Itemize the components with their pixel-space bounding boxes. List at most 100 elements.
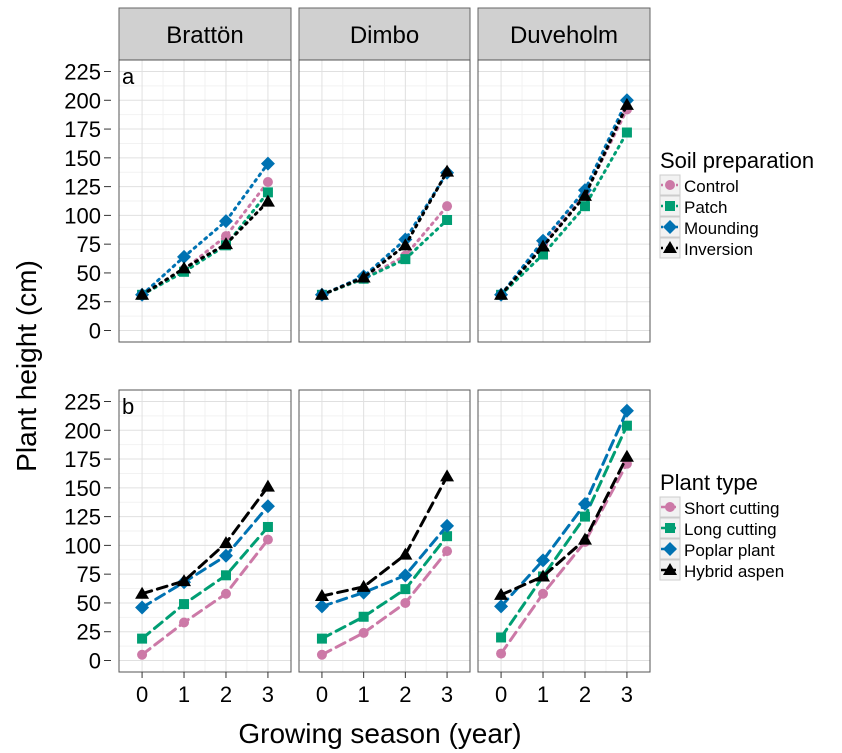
data-point bbox=[137, 633, 148, 644]
data-point bbox=[579, 201, 590, 212]
y-tick-label: 50 bbox=[77, 591, 101, 616]
data-point bbox=[400, 254, 411, 265]
data-point bbox=[358, 611, 369, 622]
data-point bbox=[218, 237, 233, 250]
series-line bbox=[320, 170, 449, 297]
legend-label: Hybrid aspen bbox=[684, 562, 784, 581]
data-point bbox=[619, 403, 634, 418]
series-line bbox=[499, 424, 629, 639]
y-tick-label: 50 bbox=[77, 261, 101, 286]
data-point bbox=[536, 553, 551, 568]
series-line bbox=[499, 103, 629, 297]
data-point bbox=[260, 479, 275, 492]
y-tick-label: 25 bbox=[77, 620, 101, 645]
series-line bbox=[320, 534, 449, 641]
legend-label: Patch bbox=[684, 198, 727, 217]
data-point bbox=[260, 156, 275, 171]
series-line bbox=[140, 180, 270, 297]
data-point bbox=[538, 588, 549, 599]
data-point bbox=[356, 579, 371, 592]
data-point bbox=[400, 597, 411, 608]
legend-label: Long cutting bbox=[684, 520, 777, 539]
x-tick-label: 3 bbox=[621, 682, 633, 707]
x-tick-label: 2 bbox=[399, 682, 411, 707]
data-point bbox=[440, 469, 455, 482]
series-line bbox=[499, 98, 629, 297]
data-point bbox=[314, 589, 329, 602]
data-point bbox=[218, 536, 233, 549]
data-point bbox=[579, 511, 590, 522]
panel bbox=[477, 389, 651, 673]
data-point bbox=[619, 97, 634, 110]
data-point bbox=[398, 547, 413, 560]
series-line bbox=[499, 462, 629, 656]
legend-label: Inversion bbox=[684, 240, 753, 259]
y-tick-label: 225 bbox=[64, 390, 101, 415]
data-point bbox=[262, 187, 273, 198]
data-point bbox=[137, 649, 148, 660]
panel bbox=[477, 59, 651, 343]
y-tick-label: 75 bbox=[77, 562, 101, 587]
y-tick-label: 100 bbox=[64, 533, 101, 558]
y-tick-label: 125 bbox=[64, 505, 101, 530]
legend-marker bbox=[665, 180, 675, 190]
data-point bbox=[494, 587, 509, 600]
series-line bbox=[140, 190, 270, 297]
x-tick-label: 3 bbox=[441, 682, 453, 707]
facet-strip-label: Brattön bbox=[166, 22, 243, 49]
data-point bbox=[494, 599, 509, 614]
facet-strip bbox=[298, 7, 471, 61]
data-point bbox=[220, 570, 231, 581]
data-point bbox=[496, 648, 507, 659]
x-tick-label: 0 bbox=[316, 682, 328, 707]
data-point bbox=[577, 496, 592, 511]
y-tick-label: 200 bbox=[64, 418, 101, 443]
legend-label: Control bbox=[684, 177, 739, 196]
panel-label: a bbox=[122, 64, 135, 89]
panel bbox=[118, 389, 292, 673]
legend-label: Poplar plant bbox=[684, 541, 775, 560]
series-line bbox=[140, 200, 270, 297]
data-point bbox=[621, 127, 632, 138]
series-line bbox=[499, 455, 629, 597]
data-point bbox=[577, 188, 592, 201]
y-tick-label: 125 bbox=[64, 175, 101, 200]
legend-marker bbox=[663, 542, 677, 556]
data-point bbox=[177, 249, 192, 264]
y-axis-title: Plant height (cm) bbox=[11, 260, 42, 472]
panel-border bbox=[118, 59, 292, 343]
series-line bbox=[140, 538, 270, 657]
y-tick-label: 75 bbox=[77, 232, 101, 257]
legend-label: Mounding bbox=[684, 219, 759, 238]
data-point bbox=[400, 584, 411, 595]
data-point bbox=[619, 449, 634, 462]
data-point bbox=[494, 287, 509, 300]
x-tick-label: 2 bbox=[579, 682, 591, 707]
data-point bbox=[262, 177, 273, 188]
x-tick-label: 1 bbox=[358, 682, 370, 707]
y-tick-label: 225 bbox=[64, 60, 101, 85]
data-point bbox=[314, 287, 329, 300]
y-tick-label: 100 bbox=[64, 203, 101, 228]
data-point bbox=[260, 194, 275, 207]
x-tick-label: 1 bbox=[178, 682, 190, 707]
data-point bbox=[135, 600, 150, 615]
data-point bbox=[442, 546, 453, 557]
data-point bbox=[135, 586, 150, 599]
data-point bbox=[218, 214, 233, 229]
legend-marker bbox=[663, 563, 677, 575]
y-tick-label: 175 bbox=[64, 117, 101, 142]
legend-marker bbox=[663, 241, 677, 253]
legend-marker bbox=[665, 201, 675, 211]
data-point bbox=[177, 574, 192, 587]
series-line bbox=[320, 549, 449, 657]
y-tick-label: 175 bbox=[64, 447, 101, 472]
data-point bbox=[577, 532, 592, 545]
series-line bbox=[499, 409, 629, 608]
series-line bbox=[320, 524, 449, 608]
data-point bbox=[262, 534, 273, 545]
facet-strip-label: Duveholm bbox=[510, 22, 618, 49]
data-point bbox=[262, 521, 273, 532]
data-point bbox=[358, 627, 369, 638]
